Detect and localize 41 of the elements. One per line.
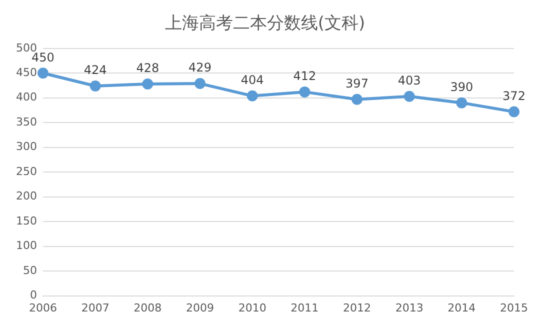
x-tick-label: 2012 bbox=[343, 301, 371, 314]
y-tick-label: 150 bbox=[16, 214, 37, 228]
x-tick-label: 2014 bbox=[448, 301, 476, 314]
y-tick-label: 450 bbox=[16, 66, 37, 79]
x-tick-label: 2015 bbox=[500, 301, 528, 314]
point bbox=[352, 94, 362, 105]
point bbox=[508, 106, 520, 118]
y-tick-label: 250 bbox=[16, 164, 37, 178]
point bbox=[90, 80, 101, 92]
data-label: 429 bbox=[188, 60, 212, 75]
x-tick-label: 2006 bbox=[28, 301, 57, 314]
data-label: 403 bbox=[398, 74, 421, 88]
y-tick-label: 100 bbox=[16, 239, 37, 252]
data-label: 428 bbox=[136, 61, 160, 76]
data-label: 450 bbox=[32, 50, 54, 64]
point bbox=[246, 90, 258, 102]
point bbox=[404, 90, 415, 102]
x-tick-label: 2011 bbox=[290, 301, 319, 314]
point bbox=[142, 78, 154, 90]
x-tick-label: 2013 bbox=[395, 301, 424, 314]
data-label: 412 bbox=[293, 69, 316, 84]
data-label: 372 bbox=[502, 88, 526, 103]
y-tick-label: 350 bbox=[16, 115, 37, 128]
y-tick-label: 50 bbox=[22, 264, 37, 277]
point bbox=[37, 68, 48, 79]
y-tick-label: 200 bbox=[16, 190, 37, 203]
x-tick-label: 2007 bbox=[81, 301, 110, 314]
chart-title: 上海高考二本分数线(文科) bbox=[164, 14, 366, 34]
point bbox=[456, 97, 468, 108]
data-label: 424 bbox=[84, 63, 107, 78]
y-tick-label: 400 bbox=[16, 90, 37, 104]
data-label: 397 bbox=[346, 76, 368, 90]
point bbox=[194, 78, 206, 90]
point bbox=[299, 86, 310, 98]
x-tick-label: 2009 bbox=[186, 301, 214, 314]
data-label: 390 bbox=[450, 80, 474, 94]
y-tick-label: 300 bbox=[16, 140, 37, 154]
x-tick-label: 2010 bbox=[238, 301, 266, 314]
x-tick-label: 2008 bbox=[134, 301, 162, 314]
y-tick-label: 0 bbox=[30, 288, 37, 302]
data-label: 404 bbox=[240, 73, 264, 88]
